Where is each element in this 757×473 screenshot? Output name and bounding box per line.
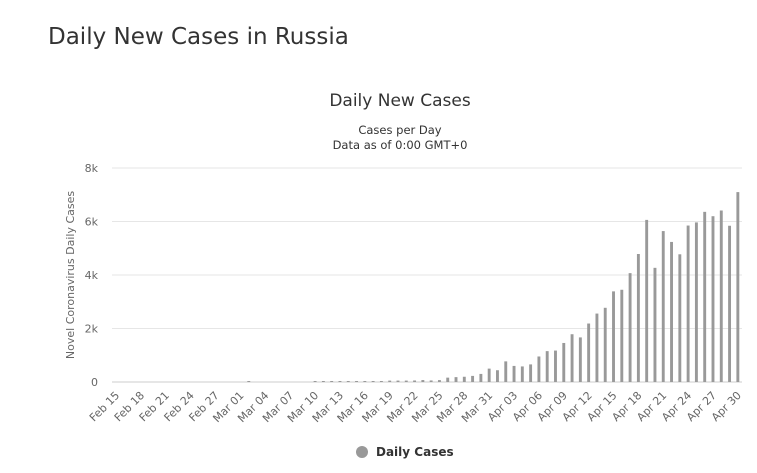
bar[interactable] bbox=[612, 291, 615, 382]
y-tick-label: 8k bbox=[85, 162, 99, 175]
y-tick-label: 2k bbox=[85, 323, 99, 336]
page-title: Daily New Cases in Russia bbox=[48, 24, 349, 50]
bar[interactable] bbox=[421, 380, 425, 382]
bar[interactable] bbox=[545, 351, 549, 382]
bar[interactable] bbox=[247, 381, 251, 382]
bar[interactable] bbox=[388, 380, 392, 382]
bar[interactable] bbox=[355, 381, 358, 382]
bar[interactable] bbox=[487, 368, 491, 382]
bar[interactable] bbox=[562, 342, 566, 382]
y-axis-title: Novel Coronavirus Daily Cases bbox=[64, 191, 77, 359]
bar[interactable] bbox=[678, 254, 682, 382]
bar[interactable] bbox=[694, 222, 698, 382]
bar[interactable] bbox=[338, 381, 342, 382]
bar[interactable] bbox=[437, 380, 441, 382]
bar[interactable] bbox=[396, 380, 400, 382]
y-tick-label: 0 bbox=[91, 376, 98, 389]
bar[interactable] bbox=[321, 381, 325, 382]
bar[interactable] bbox=[670, 241, 673, 382]
chart-subtitle-line-2: Data as of 0:00 GMT+0 bbox=[333, 138, 468, 152]
bar[interactable] bbox=[446, 377, 450, 382]
legend[interactable]: Daily Cases bbox=[356, 445, 454, 459]
bar[interactable] bbox=[595, 313, 599, 382]
legend-marker bbox=[356, 446, 368, 458]
bar[interactable] bbox=[520, 366, 524, 382]
bar[interactable] bbox=[371, 381, 375, 382]
bar[interactable] bbox=[603, 307, 607, 382]
bar[interactable] bbox=[661, 231, 665, 382]
bar[interactable] bbox=[636, 254, 640, 382]
bar[interactable] bbox=[454, 377, 458, 382]
y-tick-label: 4k bbox=[85, 269, 99, 282]
bar[interactable] bbox=[587, 323, 591, 382]
bar[interactable] bbox=[570, 334, 574, 382]
bar[interactable] bbox=[653, 267, 657, 382]
bar[interactable] bbox=[379, 381, 383, 382]
bar[interactable] bbox=[313, 381, 317, 382]
y-tick-label: 6k bbox=[85, 216, 99, 229]
bar[interactable] bbox=[620, 289, 624, 382]
bar[interactable] bbox=[719, 210, 723, 382]
bar[interactable] bbox=[703, 211, 707, 382]
bar[interactable] bbox=[578, 337, 582, 382]
chart-subtitle-line-1: Cases per Day bbox=[358, 123, 441, 137]
bar[interactable] bbox=[628, 273, 632, 382]
bar[interactable] bbox=[736, 192, 740, 382]
bar[interactable] bbox=[711, 216, 715, 382]
bar[interactable] bbox=[471, 375, 475, 382]
bar[interactable] bbox=[645, 219, 649, 382]
bar[interactable] bbox=[554, 350, 557, 382]
bar[interactable] bbox=[346, 381, 350, 382]
bar[interactable] bbox=[686, 225, 690, 382]
bar[interactable] bbox=[363, 381, 367, 382]
bar[interactable] bbox=[728, 225, 732, 382]
bar[interactable] bbox=[413, 380, 417, 382]
bar[interactable] bbox=[504, 361, 508, 382]
bar[interactable] bbox=[330, 381, 334, 382]
bar[interactable] bbox=[537, 356, 541, 382]
bar[interactable] bbox=[512, 365, 516, 382]
bar[interactable] bbox=[429, 380, 433, 382]
bar[interactable] bbox=[404, 380, 408, 382]
bar[interactable] bbox=[529, 364, 533, 382]
bar[interactable] bbox=[479, 373, 483, 382]
bar-series bbox=[247, 192, 740, 382]
chart-title: Daily New Cases bbox=[329, 91, 471, 111]
y-axis-ticks: 0 2k 4k 6k 8k bbox=[85, 162, 99, 389]
legend-label[interactable]: Daily Cases bbox=[376, 445, 454, 459]
bar[interactable] bbox=[462, 376, 466, 382]
bar[interactable] bbox=[496, 370, 499, 382]
